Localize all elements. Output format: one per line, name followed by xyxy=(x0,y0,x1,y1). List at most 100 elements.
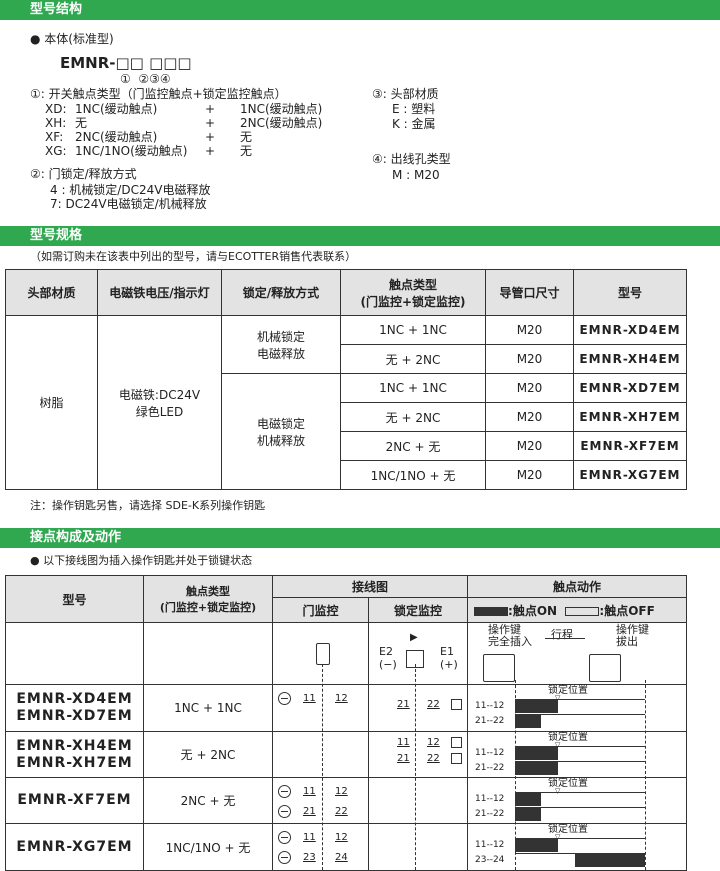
conduit-cell: M20 xyxy=(485,431,574,461)
key-inserted-label: 操作键 完全插入 xyxy=(488,623,532,648)
timing-on-bar xyxy=(515,808,541,821)
terminal-label: 12 xyxy=(427,737,440,748)
conduit-cell: M20 xyxy=(485,315,574,345)
model-cell: EMNR-XF7EM xyxy=(573,431,687,461)
timing-label: 21--22 xyxy=(475,763,505,773)
lock-position-label: 锁定位置 xyxy=(548,778,588,789)
c1-cell: 无 xyxy=(240,130,253,144)
col-header: 型号 xyxy=(573,269,687,316)
contact-cell: 无 + 2NC xyxy=(340,344,486,374)
nc-symbol-icon xyxy=(278,785,291,798)
legend-off-swatch xyxy=(565,606,600,616)
col-header-lock: 锁定监控 xyxy=(367,597,469,623)
col-header-model: 型号 xyxy=(5,575,144,623)
e2-label: E2 (−) xyxy=(379,645,397,671)
terminal-label: 24 xyxy=(335,852,348,863)
timing-label: 11--12 xyxy=(475,840,505,850)
c4-title: ④: 出线孔类型 xyxy=(372,152,451,166)
c3-item: E : 塑料 xyxy=(392,102,436,116)
c4-item: M : M20 xyxy=(392,168,440,182)
c1-cell: 2NC(缓动触点) xyxy=(75,130,158,144)
c1-cell: 2NC(缓动触点) xyxy=(240,116,323,130)
terminal-label: 23 xyxy=(303,852,316,863)
terminal-label: 11 xyxy=(303,693,316,704)
contact-cell: 1NC + 1NC xyxy=(340,373,486,403)
table-row: 1NC/1NO + 无 M20 EMNR-XG7EM xyxy=(6,460,687,490)
contact-cell: 1NC + 1NC xyxy=(340,315,486,345)
key-removed-label: 操作键 拔出 xyxy=(616,623,649,648)
table-row: 电磁锁定 机械释放 1NC + 1NC M20 EMNR-XD7EM xyxy=(6,373,687,490)
c1-cell: 无 xyxy=(240,144,253,158)
lock-cell: 机械锁定 电磁释放 xyxy=(221,315,341,374)
legend-off: :触点OFF xyxy=(599,603,655,618)
lock-position-label: 锁定位置 xyxy=(548,824,588,835)
timing-on-bar xyxy=(515,793,541,806)
table-row: EMNR-XD4EM EMNR-XD7EM 1NC + 1NC xyxy=(5,684,688,732)
lock-position-marker: ▽ xyxy=(555,694,561,702)
key-inserted-icon xyxy=(483,654,515,682)
timing-on-bar xyxy=(515,762,558,775)
contact-cell: 无 + 2NC xyxy=(143,731,273,778)
terminal-label: 12 xyxy=(335,693,348,704)
model-code-index: ① ②③④ xyxy=(120,72,171,86)
col-header-door: 门监控 xyxy=(272,597,369,623)
terminal-label: 21 xyxy=(397,699,410,710)
order-note: （如需订购未在该表中列出的型号，请与ECOTTER销售代表联系） xyxy=(30,250,357,263)
col-header-action: 触点动作 xyxy=(467,575,688,598)
c1-cell: 无 xyxy=(75,116,88,130)
contact-cell: 2NC + 无 xyxy=(340,431,486,461)
spec-table: 头部材质 电磁铁电压/指示灯 锁定/释放方式 触点类型 (门监控+锁定监控) 导管口尺寸… xyxy=(5,269,687,490)
terminal-label: 11 xyxy=(303,786,316,797)
terminal-label: 12 xyxy=(335,832,348,843)
lock-symbol-icon xyxy=(451,753,462,764)
timing-label: 21--22 xyxy=(475,809,505,819)
terminal-label: 11 xyxy=(397,737,410,748)
nc-symbol-icon xyxy=(278,805,291,818)
legend-on: :触点ON xyxy=(508,603,558,618)
c2-item: 4 : 机械锁定/DC24V电磁释放 xyxy=(50,183,211,197)
lock-position-label: 锁定位置 xyxy=(548,685,588,696)
stroke-arrow xyxy=(545,638,585,639)
col-header-wiring: 接线图 xyxy=(271,575,469,598)
key-removed-icon xyxy=(589,654,621,682)
table-row: 树脂 电磁铁:DC24V 绿色LED 机械锁定 电磁释放 1NC + 1NC M20 EM… xyxy=(5,315,687,490)
voltage-cell: 电磁铁:DC24V 绿色LED xyxy=(97,315,222,490)
nc-symbol-icon xyxy=(278,692,291,705)
terminal-label: 21 xyxy=(397,753,410,764)
conduit-cell: M20 xyxy=(485,402,574,432)
contact-cell: 1NC + 1NC xyxy=(143,684,273,732)
timing-track xyxy=(515,792,645,806)
terminal-label: 12 xyxy=(335,786,348,797)
lock-cell: 电磁锁定 机械释放 xyxy=(221,373,341,490)
col-header: 电磁铁电压/指示灯 xyxy=(97,269,222,316)
col-header: 锁定/释放方式 xyxy=(221,269,341,316)
model-cell: EMNR-XH4EM xyxy=(573,344,687,374)
c2-item: 7: DC24V电磁锁定/机械释放 xyxy=(50,197,207,211)
timing-label: 11--12 xyxy=(475,701,505,711)
actuator-icon xyxy=(316,643,330,665)
c1-cell: XH: xyxy=(45,116,67,130)
col-header: 头部材质 xyxy=(5,269,98,316)
lock-position-marker: ▽ xyxy=(555,741,561,749)
timing-boundary xyxy=(645,680,646,870)
lock-position-marker: ▽ xyxy=(555,833,561,841)
timing-label: 21--22 xyxy=(475,716,505,726)
table-row: 2NC + 无 M20 EMNR-XF7EM xyxy=(6,431,687,461)
timing-track xyxy=(515,853,645,867)
lock-symbol-icon xyxy=(451,699,462,710)
c1-cell: XF: xyxy=(45,130,64,144)
timing-on-bar xyxy=(515,747,558,760)
timing-on-bar xyxy=(515,839,558,852)
bullet-wiring-note: ● 以下接线图为插入操作钥匙并处于锁键状态 xyxy=(30,554,253,567)
c2-title: ②: 门锁定/释放方式 xyxy=(30,167,137,181)
dash-line xyxy=(415,664,416,870)
key-note: 注：操作钥匙另售，请选择 SDE-K系列操作钥匙 xyxy=(30,499,266,512)
c3-title: ③: 头部材质 xyxy=(372,87,439,101)
c1-cell: 1NC/1NO(缓动触点) xyxy=(75,144,188,158)
model-cell: EMNR-XD4EM EMNR-XD7EM xyxy=(5,684,144,732)
model-cell: EMNR-XG7EM xyxy=(573,460,687,490)
timing-track xyxy=(515,761,645,775)
timing-track xyxy=(515,838,645,852)
terminal-label: 11 xyxy=(303,832,316,843)
model-cell: EMNR-XG7EM xyxy=(5,823,144,871)
